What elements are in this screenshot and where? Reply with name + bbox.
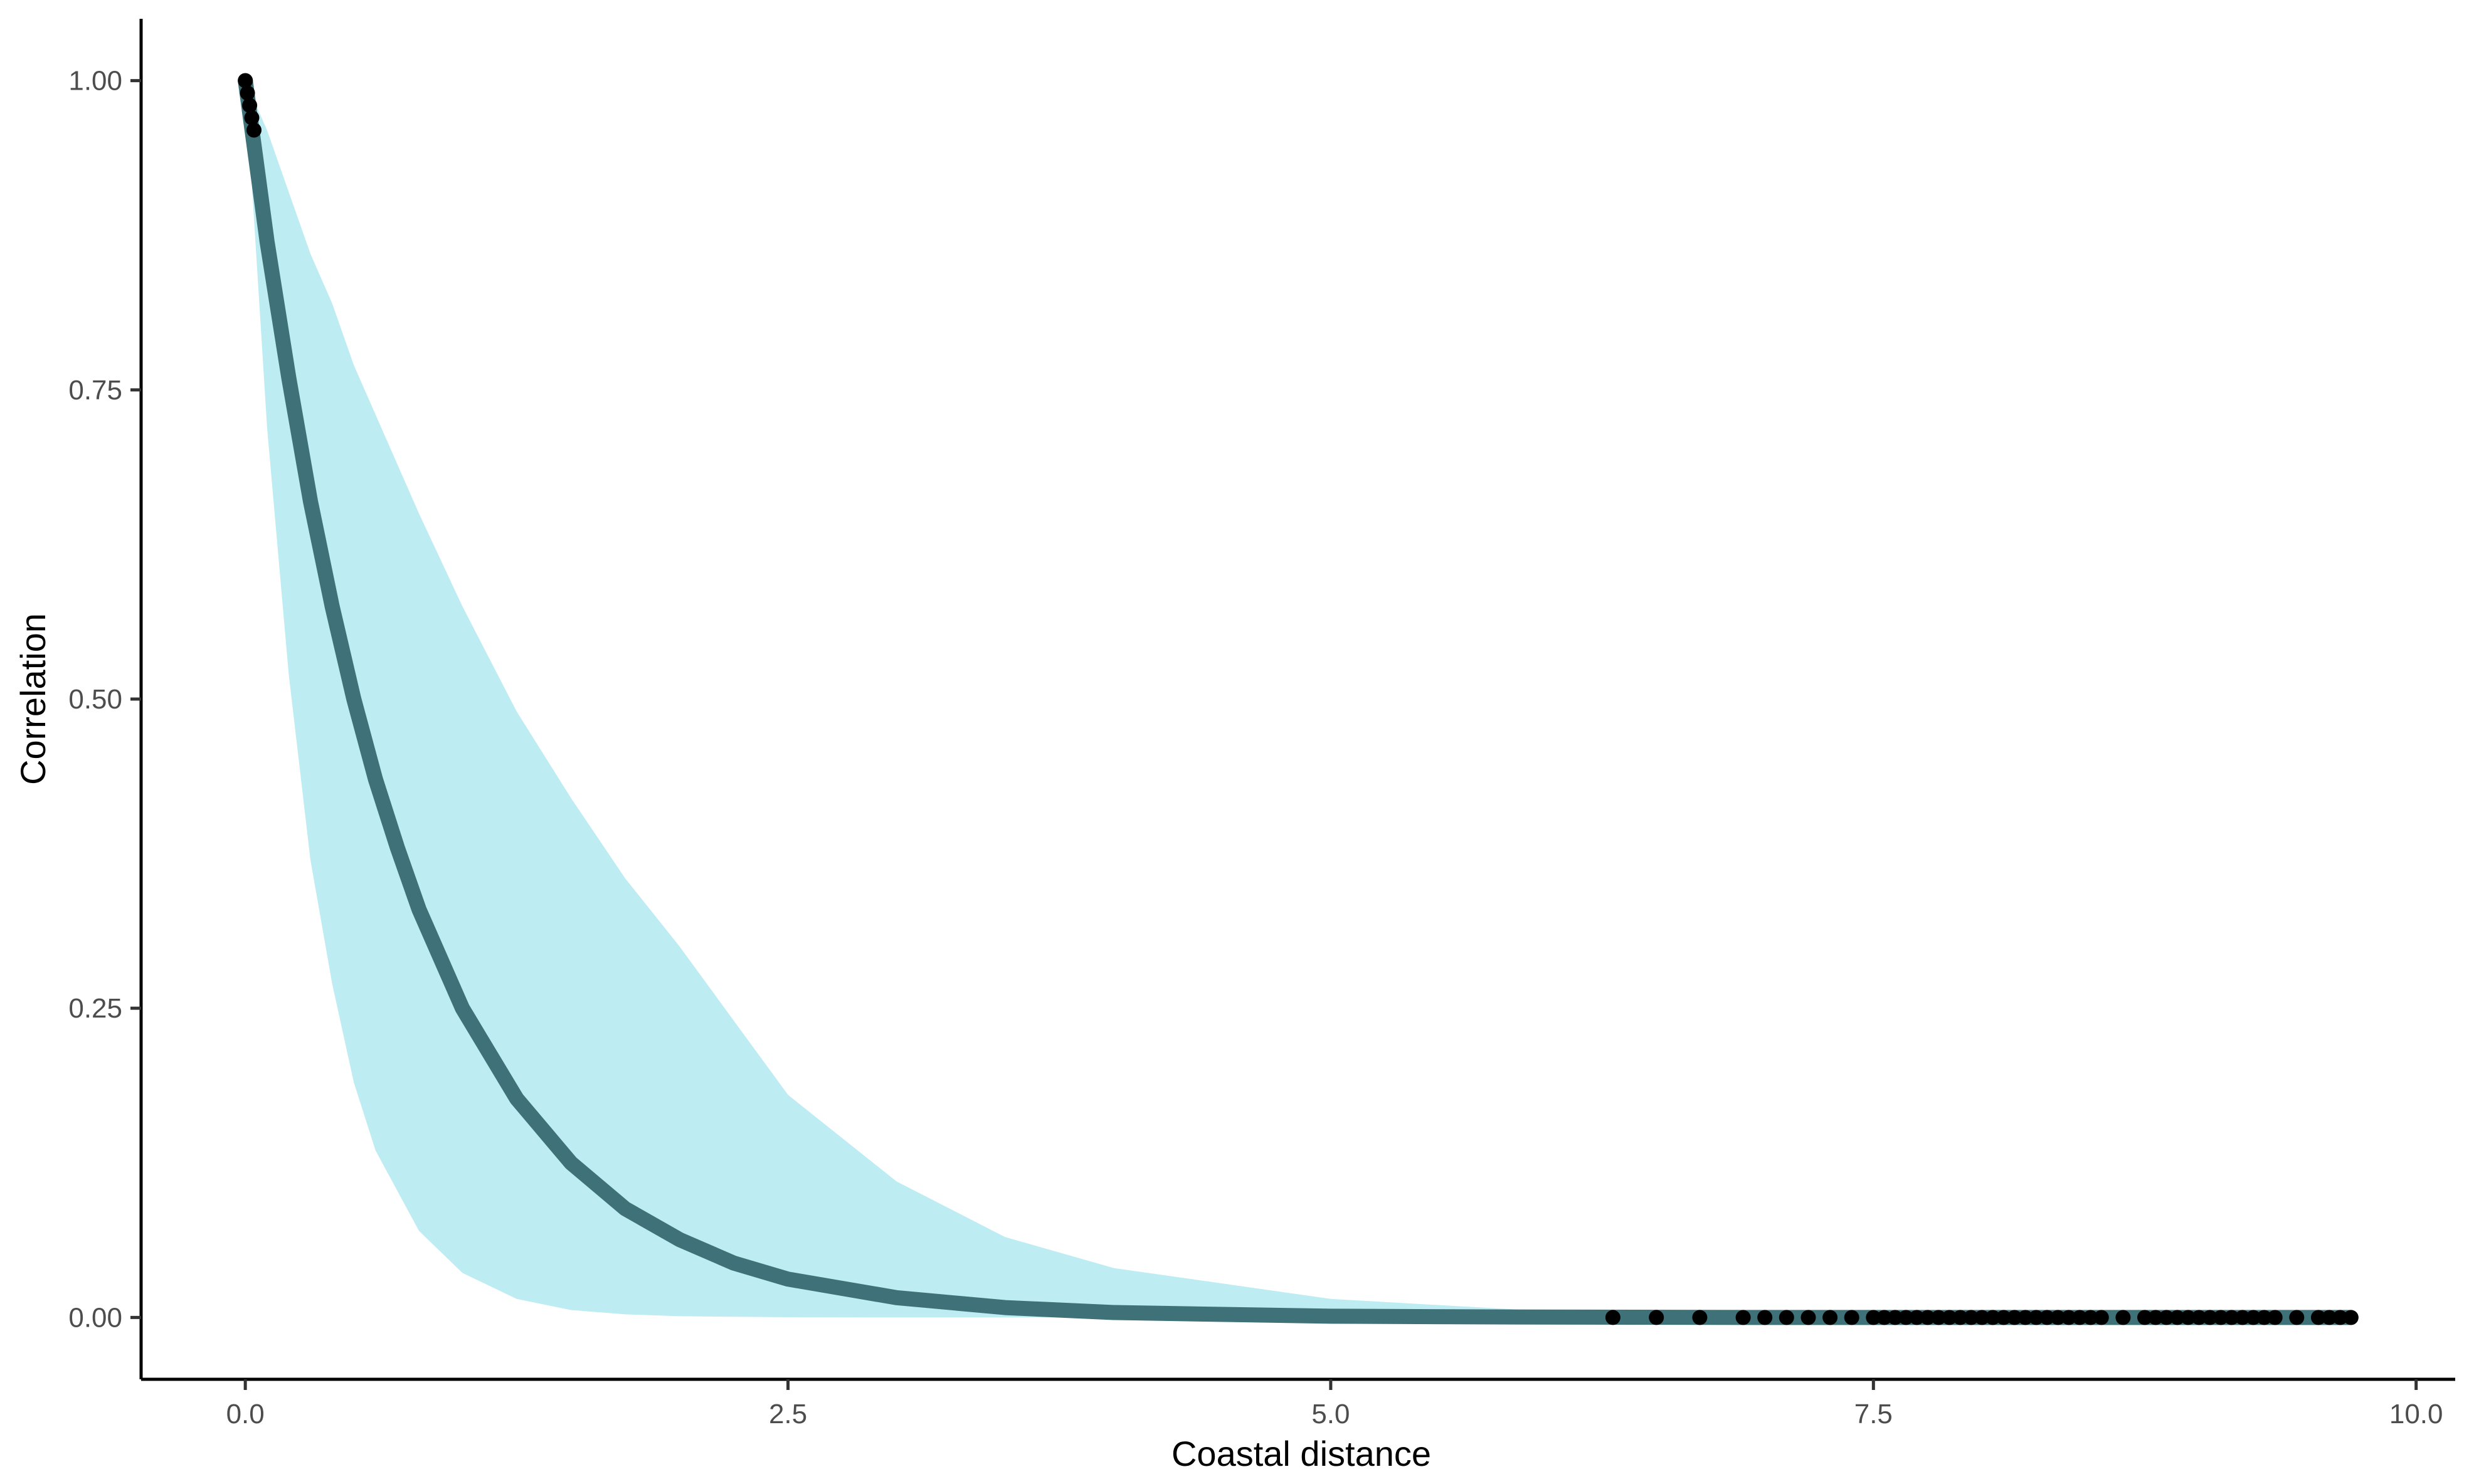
x-tick-label: 5.0 bbox=[1311, 1399, 1350, 1429]
data-point bbox=[1692, 1310, 1708, 1325]
x-axis-title: Coastal distance bbox=[1171, 1434, 1431, 1473]
x-tick-label: 2.5 bbox=[769, 1399, 807, 1429]
data-point bbox=[1920, 1310, 1935, 1325]
plot-area bbox=[238, 73, 2359, 1325]
data-point bbox=[1779, 1310, 1794, 1325]
data-point bbox=[1942, 1310, 1957, 1325]
data-point bbox=[2322, 1310, 2337, 1325]
data-point bbox=[2267, 1310, 2283, 1325]
data-point bbox=[1985, 1310, 2001, 1325]
x-tick-label: 0.0 bbox=[226, 1399, 265, 1429]
data-point bbox=[2061, 1310, 2076, 1325]
data-point bbox=[1866, 1310, 1881, 1325]
data-point bbox=[1605, 1310, 1620, 1325]
data-point bbox=[1735, 1310, 1751, 1325]
data-point bbox=[1952, 1310, 1968, 1325]
data-point bbox=[1876, 1310, 1892, 1325]
data-point bbox=[246, 122, 262, 138]
data-point bbox=[1964, 1310, 1979, 1325]
data-point bbox=[2007, 1310, 2022, 1325]
data-point bbox=[1800, 1310, 1816, 1325]
data-point bbox=[2115, 1310, 2131, 1325]
data-point bbox=[2310, 1310, 2326, 1325]
data-point bbox=[2137, 1310, 2152, 1325]
data-point bbox=[2343, 1310, 2359, 1325]
data-point bbox=[1822, 1310, 1838, 1325]
data-point bbox=[2050, 1310, 2066, 1325]
y-tick-label: 0.50 bbox=[68, 684, 122, 715]
data-point bbox=[1844, 1310, 1859, 1325]
data-point bbox=[1909, 1310, 1925, 1325]
data-point bbox=[2289, 1310, 2305, 1325]
data-point bbox=[1974, 1310, 1990, 1325]
data-point bbox=[2093, 1310, 2109, 1325]
data-point bbox=[1931, 1310, 1947, 1325]
data-point bbox=[240, 85, 255, 101]
confidence-ribbon bbox=[245, 80, 2351, 1318]
fit-line bbox=[238, 73, 2359, 1325]
x-tick-label: 7.5 bbox=[1854, 1399, 1893, 1429]
data-point bbox=[2169, 1310, 2185, 1325]
y-axis-title: Correlation bbox=[13, 613, 53, 785]
data-point bbox=[2181, 1310, 2196, 1325]
data-point bbox=[2017, 1310, 2033, 1325]
data-point bbox=[1757, 1310, 1773, 1325]
data-point bbox=[2246, 1310, 2261, 1325]
tick-marks: 0.0 2.5 5.0 7.5 10.0 0.00 0.25 0.50 0.75 1.00 bbox=[68, 66, 2443, 1429]
y-tick-label: 0.00 bbox=[68, 1302, 122, 1333]
data-point bbox=[244, 110, 260, 125]
data-point bbox=[238, 73, 253, 88]
data-point bbox=[242, 98, 258, 113]
data-point bbox=[1649, 1310, 1664, 1325]
y-tick-label: 0.75 bbox=[68, 375, 122, 406]
data-point bbox=[1996, 1310, 2011, 1325]
data-point bbox=[2072, 1310, 2088, 1325]
y-tick-label: 0.25 bbox=[68, 993, 122, 1024]
data-point bbox=[2234, 1310, 2250, 1325]
data-point bbox=[2039, 1310, 2055, 1325]
data-point bbox=[1887, 1310, 1903, 1325]
data-point bbox=[1898, 1310, 1914, 1325]
data-point bbox=[2191, 1310, 2207, 1325]
data-point bbox=[2224, 1310, 2239, 1325]
data-point bbox=[2202, 1310, 2218, 1325]
data-point bbox=[2148, 1310, 2164, 1325]
data-point bbox=[2159, 1310, 2174, 1325]
data-point bbox=[2256, 1310, 2272, 1325]
x-tick-label: 10.0 bbox=[2389, 1399, 2443, 1429]
data-point bbox=[2083, 1310, 2098, 1325]
data-point bbox=[2028, 1310, 2044, 1325]
data-point bbox=[2213, 1310, 2229, 1325]
y-tick-label: 1.00 bbox=[68, 66, 122, 97]
data-point bbox=[2332, 1310, 2348, 1325]
